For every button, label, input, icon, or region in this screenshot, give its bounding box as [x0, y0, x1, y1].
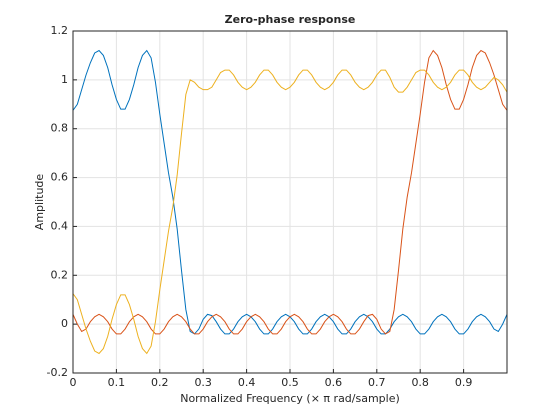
y-tick-label: 0.4 [51, 219, 69, 232]
x-tick-label: 0.9 [455, 376, 473, 389]
y-tick-label: -0.2 [47, 366, 68, 379]
y-axis-label: Amplitude [33, 174, 46, 231]
x-tick-label: 0.7 [368, 376, 386, 389]
y-tick-label: 1.2 [51, 24, 69, 37]
lines [72, 49, 508, 355]
y-tick-label: 0.6 [51, 171, 69, 184]
y-tick-label: 0 [61, 317, 68, 330]
x-tick-label: 0.8 [411, 376, 429, 389]
y-tick-label: 0.2 [51, 268, 69, 281]
line-series [72, 49, 508, 335]
x-tick-label: 0.4 [238, 376, 256, 389]
x-tick-label: 0.6 [325, 376, 343, 389]
x-tick-label: 0 [70, 376, 77, 389]
chart-title: Zero-phase response [225, 13, 356, 26]
line-series [72, 69, 508, 355]
x-tick-label: 0.2 [151, 376, 169, 389]
x-tick-label: 0.1 [108, 376, 126, 389]
x-tick-label: 0.5 [281, 376, 299, 389]
x-axis-label: Normalized Frequency (× π rad/sample) [180, 392, 400, 405]
y-tick-label: 1 [61, 73, 68, 86]
x-tick-label: 0.3 [194, 376, 212, 389]
y-tick-label: 0.8 [51, 122, 69, 135]
